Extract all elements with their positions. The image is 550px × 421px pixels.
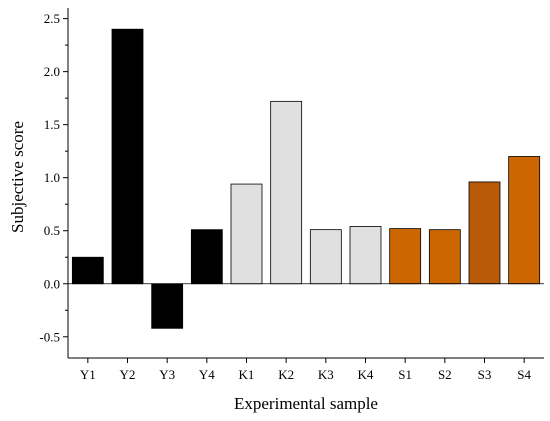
bar-S2 xyxy=(428,229,461,285)
y-tick-label: 1.0 xyxy=(44,170,60,185)
x-tick-label: S3 xyxy=(478,367,492,382)
y-axis: -0.5 0.0 0.5 1.0 1.5 2.0 2.5 xyxy=(39,8,69,358)
bar-Y1 xyxy=(71,256,104,285)
bars-group xyxy=(68,28,544,329)
bar-K1 xyxy=(230,183,263,285)
bar-S1 xyxy=(389,228,422,285)
bar-K2 xyxy=(270,100,303,285)
x-axis: Y1 Y2 Y3 Y4 K1 K2 K3 K4 S1 S2 S3 S4 xyxy=(68,357,544,382)
x-tick-label: S2 xyxy=(438,367,452,382)
x-tick-label: Y4 xyxy=(199,367,215,382)
x-tick-label: Y1 xyxy=(80,367,96,382)
bar-Y2 xyxy=(111,28,144,285)
bar-S3 xyxy=(468,181,501,285)
x-tick-label: K3 xyxy=(318,367,334,382)
x-tick-label: S4 xyxy=(517,367,531,382)
y-tick-label: 0.0 xyxy=(44,276,60,291)
x-tick-label: Y3 xyxy=(159,367,175,382)
bar-K4 xyxy=(349,226,382,285)
y-tick-label: 2.0 xyxy=(44,64,60,79)
y-tick-label: 0.5 xyxy=(44,223,60,238)
y-tick-label: 2.5 xyxy=(44,11,60,26)
y-axis-title: Subjective score xyxy=(8,121,27,233)
bar-Y3 xyxy=(151,283,184,329)
x-tick-label: K4 xyxy=(358,367,374,382)
x-tick-label: K2 xyxy=(278,367,294,382)
x-tick-label: K1 xyxy=(239,367,255,382)
x-tick-label: S1 xyxy=(398,367,412,382)
bar-K3 xyxy=(309,229,342,285)
bar-S4 xyxy=(508,156,541,285)
bar-Y4 xyxy=(190,229,223,285)
y-tick-label: 1.5 xyxy=(44,117,60,132)
x-axis-title: Experimental sample xyxy=(234,394,378,413)
y-tick-label: -0.5 xyxy=(39,329,60,344)
x-tick-label: Y2 xyxy=(120,367,136,382)
